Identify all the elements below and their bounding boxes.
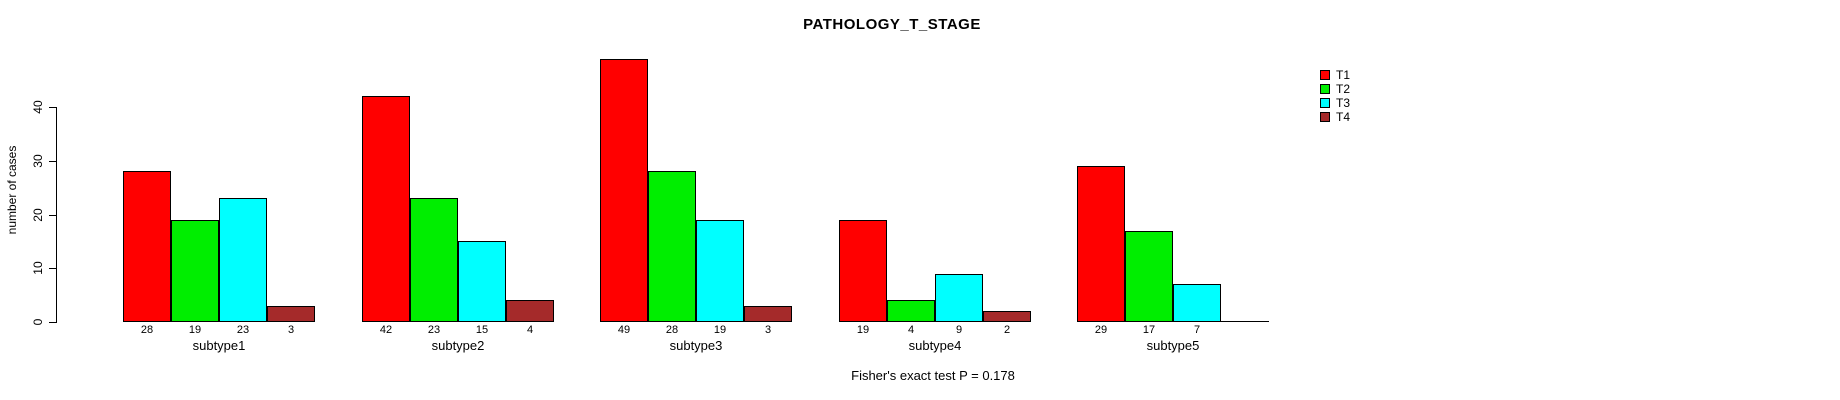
bar-t3-subtype2 xyxy=(458,241,506,322)
legend-item-t1: T1 xyxy=(1320,66,1351,82)
y-tick-label: 10 xyxy=(31,261,45,275)
y-tick xyxy=(49,322,56,323)
bar-t1-subtype4 xyxy=(839,220,887,322)
bar-value-label: 4 xyxy=(526,324,534,336)
bar-value-label: 19 xyxy=(713,324,727,336)
y-tick-label: 0 xyxy=(31,318,45,326)
bar-value-label: 9 xyxy=(955,324,963,336)
y-tick xyxy=(49,268,56,269)
bar-value-label: 42 xyxy=(379,324,393,336)
bar-value-label: 49 xyxy=(617,324,631,336)
legend-label-t4: T4 xyxy=(1336,109,1351,124)
y-tick-label: 20 xyxy=(31,208,45,222)
bar-value-label: 19 xyxy=(856,324,870,336)
bar-value-label: 15 xyxy=(475,324,489,336)
bar-t2-subtype4 xyxy=(887,300,935,322)
chart-title: PATHOLOGY_T_STAGE xyxy=(803,16,981,33)
bar-t1-subtype1 xyxy=(123,171,171,322)
bar-value-label: 4 xyxy=(907,324,915,336)
y-axis-label: number of cases xyxy=(5,145,19,235)
category-label-subtype3: subtype3 xyxy=(669,338,723,353)
legend: T1 T2 T3 T4 xyxy=(1320,66,1351,124)
category-label-subtype5: subtype5 xyxy=(1146,338,1200,353)
legend-label-t2: T2 xyxy=(1336,81,1351,96)
legend-swatch-t3 xyxy=(1320,97,1330,108)
legend-label-t3: T3 xyxy=(1336,95,1351,110)
bar-value-label: 2 xyxy=(1003,324,1011,336)
y-tick xyxy=(49,215,56,216)
legend-item-t3: T3 xyxy=(1320,94,1351,110)
zero-height-bar-t4-subtype5 xyxy=(1221,321,1269,322)
bar-t4-subtype1 xyxy=(267,306,315,322)
legend-swatch-t4 xyxy=(1320,111,1330,122)
legend-item-t4: T4 xyxy=(1320,108,1351,124)
bar-t2-subtype1 xyxy=(171,220,219,322)
category-label-subtype1: subtype1 xyxy=(192,338,246,353)
bar-value-label: 3 xyxy=(764,324,772,336)
bar-t3-subtype3 xyxy=(696,220,744,322)
bar-value-label: 28 xyxy=(665,324,679,336)
bar-value-label: 19 xyxy=(188,324,202,336)
y-tick xyxy=(49,161,56,162)
bar-t2-subtype2 xyxy=(410,198,458,322)
bar-t4-subtype3 xyxy=(744,306,792,322)
bar-value-label: 3 xyxy=(287,324,295,336)
bar-value-label: 29 xyxy=(1094,324,1108,336)
bar-t1-subtype5 xyxy=(1077,166,1125,322)
y-tick xyxy=(49,107,56,108)
bar-t4-subtype2 xyxy=(506,300,554,322)
y-axis-line xyxy=(56,107,57,323)
bar-t1-subtype2 xyxy=(362,96,410,322)
bar-value-label: 17 xyxy=(1142,324,1156,336)
bar-t4-subtype4 xyxy=(983,311,1031,322)
legend-item-t2: T2 xyxy=(1320,80,1351,96)
bar-t2-subtype3 xyxy=(648,171,696,322)
bar-value-label: 28 xyxy=(140,324,154,336)
fisher-test-annotation: Fisher's exact test P = 0.178 xyxy=(851,368,1015,383)
category-label-subtype2: subtype2 xyxy=(431,338,485,353)
category-label-subtype4: subtype4 xyxy=(908,338,962,353)
bar-value-label: 23 xyxy=(236,324,250,336)
legend-label-t1: T1 xyxy=(1336,67,1351,82)
legend-swatch-t1 xyxy=(1320,69,1330,80)
bar-t3-subtype4 xyxy=(935,274,983,322)
bar-t3-subtype5 xyxy=(1173,284,1221,322)
bar-value-label: 23 xyxy=(427,324,441,336)
y-tick-label: 30 xyxy=(31,154,45,168)
bar-t3-subtype1 xyxy=(219,198,267,322)
bar-value-label: 7 xyxy=(1193,324,1201,336)
bar-t1-subtype3 xyxy=(600,59,648,322)
bar-t2-subtype5 xyxy=(1125,231,1173,322)
y-tick-label: 40 xyxy=(31,100,45,114)
legend-swatch-t2 xyxy=(1320,83,1330,94)
